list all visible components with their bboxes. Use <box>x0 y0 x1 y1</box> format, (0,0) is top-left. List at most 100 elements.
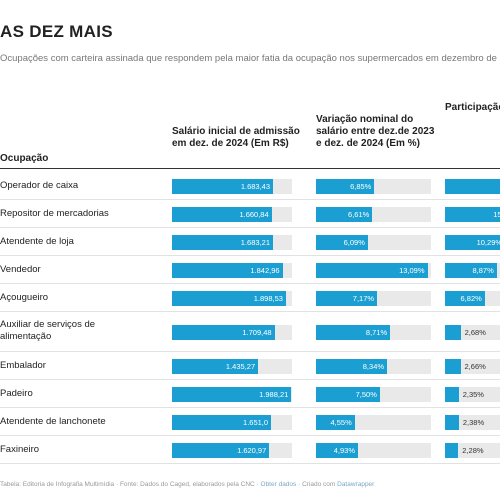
occupation-label: Faxineiro <box>0 444 40 455</box>
share-bar-track: 6,82% <box>445 291 500 306</box>
table-row: Atendente de loja 1.683,21 6,09% 10,29% <box>0 228 500 256</box>
salary-bar-track: 1.683,43 <box>172 179 292 194</box>
variation-bar-track: 6,61% <box>316 207 431 222</box>
table-row: Atendente de lanchonete 1.651,0 4,55% 2,38% <box>0 408 500 436</box>
share-bar <box>445 235 500 250</box>
variation-value: 6,61% <box>348 210 370 219</box>
salary-bar-track: 1.435,27 <box>172 359 292 374</box>
row-divider <box>0 435 500 436</box>
variation-value: 8,71% <box>365 328 388 337</box>
salary-bar <box>172 235 273 250</box>
share-bar-track: 2,28% <box>445 443 500 458</box>
share-bar-track: 17 <box>445 179 500 194</box>
chart-title: AS DEZ MAIS <box>0 22 113 41</box>
variation-value: 13,09% <box>399 266 425 275</box>
variation-value: 6,85% <box>350 182 372 191</box>
row-divider <box>0 227 500 228</box>
row-divider <box>0 407 500 408</box>
salary-bar <box>172 291 286 306</box>
salary-bar-track: 1.660,84 <box>172 207 292 222</box>
row-divider <box>0 351 500 352</box>
share-bar <box>445 291 485 306</box>
variation-bar <box>316 263 428 278</box>
variation-value: 4,55% <box>330 418 352 427</box>
salary-value: 1.988,21 <box>259 390 289 399</box>
variation-value: 6,09% <box>343 238 365 247</box>
row-divider <box>0 199 500 200</box>
table-row: Faxineiro 1.620,97 4,93% 2,28% <box>0 436 500 464</box>
row-divider <box>0 379 500 380</box>
variation-bar-track: 6,09% <box>316 235 431 250</box>
share-bar <box>445 179 500 194</box>
share-bar <box>445 325 461 340</box>
table-row: Auxiliar de serviços de alimentação 1.709… <box>0 312 500 352</box>
share-bar <box>445 415 459 430</box>
share-value: 2,66% <box>464 362 486 371</box>
variation-value: 7,17% <box>352 294 375 303</box>
salary-bar-track: 1.651,0 <box>172 415 292 430</box>
variation-bar-track: 4,93% <box>316 443 431 458</box>
table-row: Açougueiro 1.898,53 7,17% 6,82% <box>0 284 500 312</box>
salary-bar-track: 1.988,21 <box>172 387 292 402</box>
share-value: 10,29% <box>476 238 500 247</box>
share-bar <box>445 359 461 374</box>
table-row: Vendedor 1.842,96 13,09% 8,87% <box>0 256 500 284</box>
share-value: 8,87% <box>472 266 494 275</box>
get-data-link[interactable]: Obter dados <box>260 481 297 488</box>
share-bar-track: 15,83 <box>445 207 500 222</box>
row-divider <box>0 255 500 256</box>
datawrapper-link[interactable]: Datawrapper <box>337 481 375 488</box>
salary-bar <box>172 207 272 222</box>
salary-value: 1.660,84 <box>239 210 269 219</box>
table-row: Padeiro 1.988,21 7,50% 2,35% <box>0 380 500 408</box>
salary-value: 1.683,21 <box>240 238 270 247</box>
salary-bar-track: 1.683,21 <box>172 235 292 250</box>
salary-bar <box>172 443 270 458</box>
header-share[interactable]: Participação no total do emprego nos sup… <box>445 102 500 113</box>
variation-bar-track: 7,17% <box>316 291 431 306</box>
variation-bar-track: 6,85% <box>316 179 431 194</box>
variation-bar <box>316 179 375 194</box>
salary-bar-track: 1.709,48 <box>172 325 292 340</box>
header-salary[interactable]: Salário inicial de admissão em dez. de 2… <box>172 126 300 149</box>
salary-bar-track: 1.620,97 <box>172 443 292 458</box>
occupation-label: Padeiro <box>0 388 33 399</box>
table-row: Operador de caixa 1.683,43 6,85% 17 <box>0 172 500 200</box>
share-bar-track: 2,35% <box>445 387 500 402</box>
share-value: 2,35% <box>462 390 484 399</box>
footer-separator: · Criado com <box>296 481 338 488</box>
salary-value: 1.683,43 <box>240 182 271 191</box>
header-divider <box>0 168 500 169</box>
row-divider <box>0 311 500 312</box>
table-row: Repositor de mercadorias 1.660,84 6,61% 15,… <box>0 200 500 228</box>
share-value: 2,38% <box>462 418 485 427</box>
salary-value: 1.709,48 <box>242 328 272 337</box>
occupation-label: Atendente de loja <box>0 236 74 247</box>
share-bar <box>445 207 500 222</box>
occupation-label: Vendedor <box>0 264 41 275</box>
variation-value: 8,34% <box>362 362 385 371</box>
salary-bar <box>172 263 283 278</box>
salary-bar <box>172 325 275 340</box>
salary-value: 1.435,27 <box>225 362 256 371</box>
occupation-label: Atendente de lanchonete <box>0 416 106 427</box>
share-bar-track: 2,68% <box>445 325 500 340</box>
header-occupation[interactable]: Ocupação <box>0 153 49 164</box>
salary-bar-track: 1.898,53 <box>172 291 292 306</box>
occupation-label: Embalador <box>0 360 46 371</box>
salary-bar-track: 1.842,96 <box>172 263 292 278</box>
salary-bar <box>172 387 292 402</box>
variation-bar-track: 8,34% <box>316 359 431 374</box>
share-bar-track: 2,66% <box>445 359 500 374</box>
row-divider <box>0 283 500 284</box>
salary-value: 1.842,96 <box>250 266 280 275</box>
salary-bar <box>172 359 259 374</box>
occupation-label: Açougueiro <box>0 292 49 303</box>
share-bar <box>445 443 459 458</box>
variation-bar <box>316 415 355 430</box>
header-variation[interactable]: Variação nominal do salário entre dez.de… <box>316 114 435 149</box>
share-value: 6,82% <box>460 294 482 303</box>
chart-subtitle: Ocupações com carteira assinada que resp… <box>0 53 500 64</box>
salary-bar <box>172 415 272 430</box>
